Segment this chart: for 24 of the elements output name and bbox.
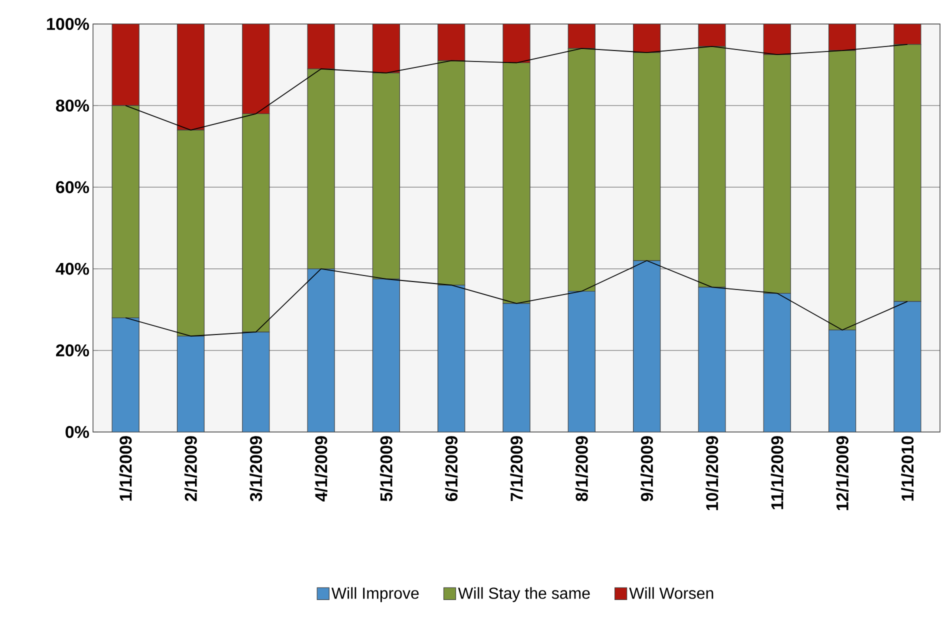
x-tick-label: 10/1/2009 (706, 436, 718, 510)
legend-label: Will Improve (331, 587, 419, 602)
x-tick-label: 3/1/2009 (250, 436, 262, 502)
x-tick-label: 9/1/2009 (640, 436, 654, 502)
y-tick-label: 100% (47, 18, 90, 30)
x-tick-label: 6/1/2009 (445, 436, 458, 502)
x-tick-label: 5/1/2009 (380, 436, 393, 502)
legend-label: Will Worsen (629, 587, 714, 599)
x-tick-label: 1/1/2009 (119, 436, 132, 501)
line-series (125, 44, 908, 131)
x-tick-label: 11/1/2009 (770, 436, 784, 510)
y-tick-label: 80% (56, 100, 90, 112)
x-tick-label: 1/1/2010 (901, 436, 914, 501)
x-tick-label: 2/1/2009 (184, 436, 198, 502)
y-tick-label: 0% (66, 426, 90, 438)
x-tick-label: 4/1/2009 (314, 436, 328, 502)
y-tick-label: 20% (56, 344, 90, 356)
x-tick-label: 7/1/2009 (510, 436, 523, 501)
line-series (125, 260, 908, 337)
x-tick-label: 8/1/2009 (575, 436, 588, 502)
legend-label: Will Stay the same (458, 587, 590, 602)
y-tick-label: 60% (56, 181, 90, 194)
x-tick-label: 12/1/2009 (836, 436, 849, 510)
y-tick-label: 40% (56, 262, 90, 275)
